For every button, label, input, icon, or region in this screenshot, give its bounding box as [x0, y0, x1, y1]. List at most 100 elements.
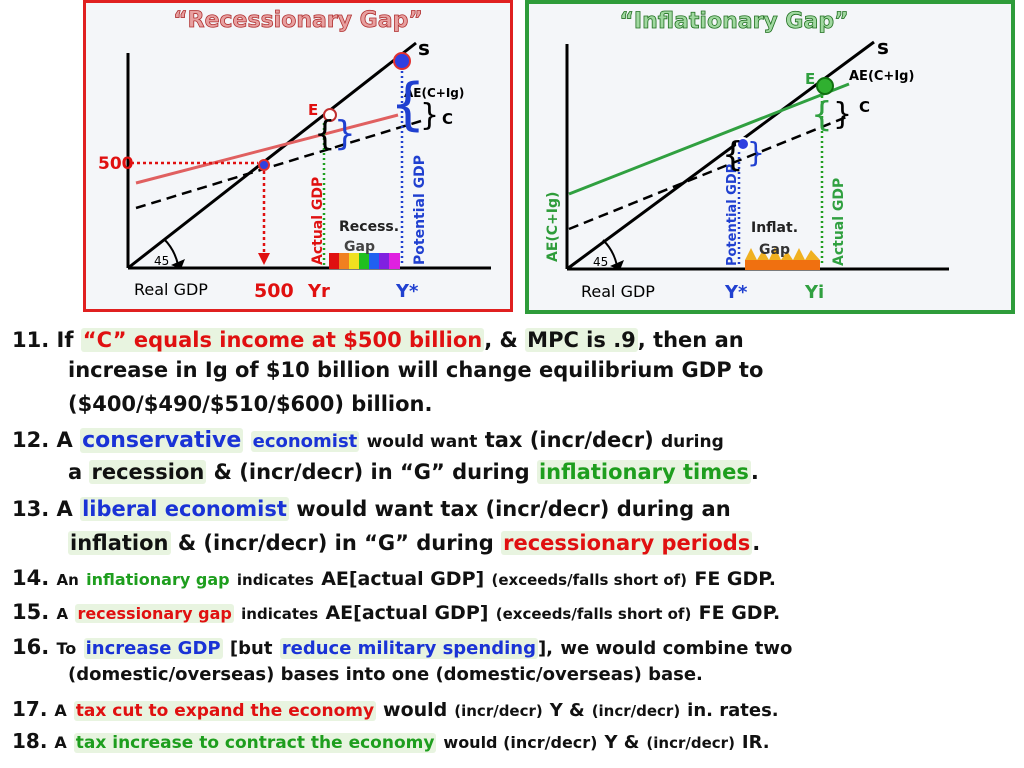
q11-text-c: ,: [484, 328, 493, 352]
question-11-line3: ($400/$490/$510/$600) billion.: [68, 392, 433, 416]
left-brace-1: {: [314, 114, 336, 154]
q12-period: .: [750, 460, 759, 484]
left-500-x-label: 500: [254, 280, 294, 302]
q14-text-a: An: [56, 571, 79, 589]
q14-number: 14.: [12, 566, 50, 590]
q15-text-e: (exceeds/falls short of): [495, 605, 692, 623]
left-e-label: E: [308, 101, 318, 119]
q17-tax-cut: tax cut to expand the economy: [73, 701, 377, 721]
left-title: “Recessionary Gap”: [173, 8, 423, 33]
left-angle-arrow: [171, 259, 185, 269]
left-brace-3: {: [390, 72, 426, 137]
q13-recessionary-periods: recessionary periods: [501, 531, 753, 555]
q12-economist: economist: [250, 431, 360, 452]
right-potential-point: [736, 137, 750, 151]
left-x-label: Real GDP: [134, 280, 208, 299]
q17-text-c: would: [383, 699, 448, 721]
q13-period: .: [752, 531, 761, 555]
q12-inflationary-times: inflationary times: [536, 460, 751, 484]
q11-highlight-mpc: MPC is .9: [525, 328, 638, 352]
q13-text-c: would want tax (incr/decr) during an: [296, 497, 731, 521]
right-ystar-label: Y*: [724, 282, 748, 303]
q12-text-f: during: [661, 432, 724, 452]
left-ae-line: [135, 113, 399, 185]
right-angle-label: 45: [593, 255, 608, 269]
q15-text-f: FE GDP.: [698, 602, 781, 624]
recessionary-gap-panel: “Recessionary Gap” s AE(C+Ig) C E 500 Ac…: [83, 0, 513, 312]
right-yi-label: Yi: [804, 282, 824, 303]
q16-number: 16.: [12, 635, 50, 659]
q17-text-d: (incr/decr): [454, 702, 543, 720]
left-equilibrium-point: [323, 108, 337, 122]
q14-text-c: indicates: [236, 571, 314, 589]
q13-text-e: & (incr/decr) in “G” during: [177, 531, 494, 555]
q14-text-e: (exceeds/falls short of): [491, 571, 688, 589]
q14-inflationary-gap: inflationary gap: [86, 570, 230, 589]
q17-text-a: A: [54, 701, 67, 720]
question-17-line: 17. A tax cut to expand the economy woul…: [12, 697, 779, 721]
left-500-arrowhead: [258, 253, 270, 265]
right-equilibrium-point: [816, 77, 834, 95]
q12-conservative: conservative: [80, 428, 244, 453]
left-c-line: [135, 119, 422, 210]
q12-text-i: & (incr/decr) in “G” during: [213, 460, 530, 484]
left-gap-line2: Gap: [344, 239, 375, 255]
q12-text-g: a: [68, 460, 83, 484]
q11-text-d: &: [499, 328, 518, 352]
q18-text-f: IR.: [741, 732, 770, 753]
q11-text-f: , then an: [637, 328, 744, 352]
q14-text-f: FE GDP.: [694, 568, 776, 590]
right-fire-gap: [745, 247, 820, 270]
question-15-line: 15. A recessionary gap indicates AE[actu…: [12, 600, 780, 624]
right-s-label: s: [877, 35, 889, 59]
right-potential-gdp: Potential GDP: [725, 164, 740, 266]
right-actual-gdp: Actual GDP: [831, 178, 847, 266]
left-ystar-label: Y*: [395, 281, 419, 302]
q18-text-e: (incr/decr): [646, 734, 735, 752]
q17-number: 17.: [12, 697, 48, 721]
q12-recession: recession: [89, 460, 207, 484]
q18-number: 18.: [12, 729, 48, 753]
question-12-line2: a recession & (incr/decr) in “G” during …: [68, 460, 759, 484]
inflationary-gap-diagram: “Inflationary Gap” AE(C+Ig) s AE(C+Ig) C…: [529, 4, 1011, 310]
right-brace-4: }: [833, 97, 852, 132]
q16-increase-gdp: increase GDP: [83, 638, 223, 659]
q16-text-a: To: [56, 639, 77, 658]
left-s-label: s: [418, 36, 430, 60]
q12-text-d: would want: [366, 432, 478, 452]
question-16-line1: 16. To increase GDP [but reduce military…: [12, 635, 792, 659]
q16-text-e: ],: [537, 638, 554, 659]
right-brace-1: {: [722, 135, 744, 175]
recessionary-gap-diagram: “Recessionary Gap” s AE(C+Ig) C E 500 Ac…: [86, 3, 510, 309]
q15-text-d: AE[actual GDP]: [325, 602, 489, 624]
q14-text-d: AE[actual GDP]: [321, 568, 485, 590]
q11-highlight-c: “C” equals income at $500 billion: [80, 328, 485, 352]
right-gap-line2: Gap: [759, 242, 790, 258]
question-18-line: 18. A tax increase to contract the econo…: [12, 729, 770, 753]
q15-text-a: A: [56, 605, 69, 623]
right-y-label: AE(C+Ig): [545, 192, 561, 262]
left-rainbow-gap: [329, 253, 400, 269]
q17-text-g: in. rates.: [687, 700, 779, 721]
right-brace-3: {: [811, 95, 833, 135]
left-brace-2: }: [334, 114, 356, 154]
q13-text-a: A: [56, 497, 73, 521]
right-title: “Inflationary Gap”: [619, 9, 848, 34]
q18-text-c: would (incr/decr): [443, 733, 598, 752]
question-11-line2: increase in Ig of $10 billion will chang…: [68, 358, 764, 382]
q12-text-a: A: [56, 428, 73, 452]
left-brace-4: }: [420, 98, 439, 133]
q11-text-a: If: [56, 328, 74, 352]
right-angle-arrow: [610, 260, 624, 270]
q13-number: 13.: [12, 497, 50, 521]
q17-text-e: Y &: [549, 700, 585, 721]
q11-number: 11.: [12, 328, 50, 352]
right-ae-label: AE(C+Ig): [849, 69, 914, 84]
q13-liberal-economist: liberal economist: [80, 497, 289, 521]
q16-text-f: we would combine two: [560, 638, 793, 659]
left-angle-label: 45: [154, 254, 169, 268]
right-e-label: E: [805, 70, 815, 88]
q15-text-c: indicates: [241, 605, 319, 623]
right-gap-line1: Inflat.: [751, 220, 798, 236]
right-x-label: Real GDP: [581, 282, 655, 301]
